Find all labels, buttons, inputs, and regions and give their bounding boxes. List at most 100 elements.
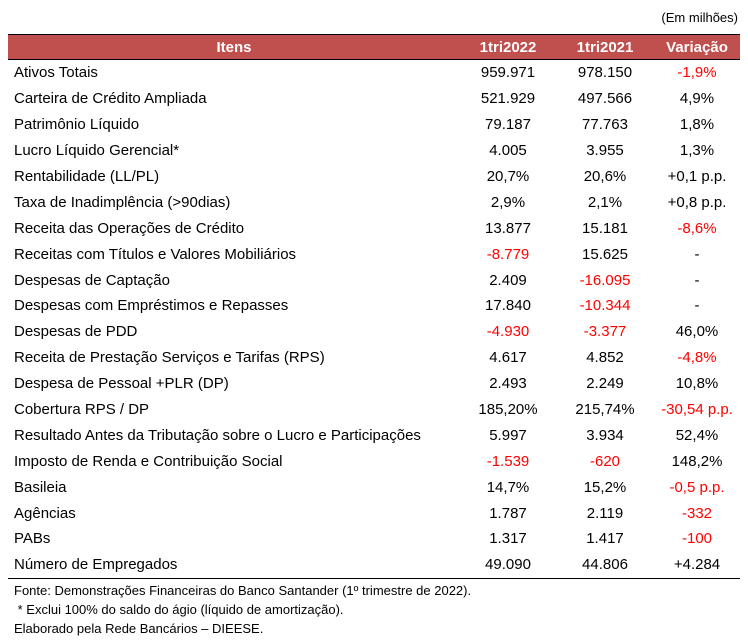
row-value-2022: 14,7% xyxy=(486,478,530,496)
row-variation: -8,6% xyxy=(677,219,717,237)
table-row: Despesas de PDD -4.930 -3.377 46,0% xyxy=(8,319,740,345)
row-item-label: Cobertura RPS / DP xyxy=(14,401,150,419)
row-value-2022: 20,7% xyxy=(486,168,530,185)
source-note: Fonte: Demonstrações Financeiras do Banc… xyxy=(14,583,472,598)
row-value-2022: 49.090 xyxy=(460,551,556,579)
asterisk-note: * Exclui 100% do saldo do ágio (líquido … xyxy=(14,602,344,617)
row-variation: -4,8% xyxy=(677,349,717,367)
row-value-2022: 4.005 xyxy=(489,142,527,160)
row-value-2021: 2.119 xyxy=(586,504,624,522)
row-value-2021: 2,1% xyxy=(587,193,623,211)
row-value-2022: 17.840 xyxy=(485,297,531,315)
row-value-2022: 959.971 xyxy=(480,64,536,82)
row-value-2021: 4.852 xyxy=(586,349,624,367)
row-item-label: Número de Empregados xyxy=(8,551,460,579)
row-item-label: Despesas de Captação xyxy=(14,271,170,289)
row-value-2022: 5.997 xyxy=(489,426,527,444)
row-value-2021: 497.566 xyxy=(577,90,633,108)
row-value-2021: 15,2% xyxy=(583,478,627,496)
row-item-label: Despesas com Empréstimos e Repasses xyxy=(14,297,289,315)
row-variation: 1,8% xyxy=(679,116,715,134)
row-value-2022: 4.617 xyxy=(489,349,527,367)
row-item-label: Receitas com Títulos e Valores Mobiliári… xyxy=(14,245,297,263)
row-value-2021: -620 xyxy=(589,452,621,470)
table-row: Despesas de Captação 2.409 -16.095 - xyxy=(8,267,740,293)
row-variation: +0,1 p.p. xyxy=(667,168,727,185)
row-value-2021: 15.625 xyxy=(582,245,628,263)
table-row: Receita de Prestação Serviços e Tarifas … xyxy=(8,345,740,371)
row-value-2022: 2,9% xyxy=(490,193,526,211)
row-value-2022: 521.929 xyxy=(480,90,536,108)
table-body: Ativos Totais 959.971 978.150 -1,9% Carteira… xyxy=(8,60,740,579)
table-row: Receitas com Títulos e Valores Mobiliári… xyxy=(8,241,740,267)
row-variation: -332 xyxy=(681,504,713,522)
row-variation: -100 xyxy=(681,530,713,548)
header-items: Itens xyxy=(8,34,460,60)
row-value-2021: 2.249 xyxy=(586,375,624,393)
table-row: Despesa de Pessoal +PLR (DP) 2.493 2.249 10… xyxy=(8,371,740,397)
row-value-2022: 79.187 xyxy=(485,116,531,134)
row-variation: -0,5 p.p. xyxy=(669,478,725,496)
row-value-2021: 215,74% xyxy=(575,401,635,419)
row-item-label: Lucro Líquido Gerencial* xyxy=(14,142,180,160)
row-value-2022: 2.493 xyxy=(489,375,527,393)
row-value-2021: 3.934 xyxy=(586,426,624,444)
table-row: Ativos Totais 959.971 978.150 -1,9% xyxy=(8,60,740,86)
header-variation: Variação xyxy=(654,34,740,60)
row-variation: - xyxy=(694,297,700,315)
row-variation: 52,4% xyxy=(675,426,719,444)
row-variation: 10,8% xyxy=(675,375,719,393)
row-item-label: Imposto de Renda e Contribuição Social xyxy=(14,452,283,470)
row-value-2022: 13.877 xyxy=(485,219,531,237)
table-row: Cobertura RPS / DP 185,20% 215,74% -30,54 p… xyxy=(8,397,740,423)
row-variation: 4,9% xyxy=(679,90,715,108)
row-value-2021: 77.763 xyxy=(582,116,628,134)
row-item-label: PABs xyxy=(14,530,51,548)
table-row: Resultado Antes da Tributação sobre o Lu… xyxy=(8,422,740,448)
header-row: Itens 1tri2022 1tri2021 Variação xyxy=(8,34,740,60)
row-value-2021: -16.095 xyxy=(579,271,631,289)
row-value-2021: -10.344 xyxy=(579,297,631,315)
table-row: Lucro Líquido Gerencial* 4.005 3.955 1,3% xyxy=(8,138,740,164)
table-row: Despesas com Empréstimos e Repasses 17.84… xyxy=(8,293,740,319)
row-item-label: Rentabilidade (LL/PL) xyxy=(14,168,160,185)
row-item-label: Despesa de Pessoal +PLR (DP) xyxy=(14,375,229,393)
row-variation: -30,54 p.p. xyxy=(661,401,733,419)
row-item-label: Carteira de Crédito Ampliada xyxy=(14,90,207,108)
row-variation: 148,2% xyxy=(671,452,723,470)
row-variation: 46,0% xyxy=(675,323,719,341)
table-row: PABs 1.317 1.417 -100 xyxy=(8,526,740,552)
credit-note: Elaborado pela Rede Bancários – DIEESE. xyxy=(14,621,264,636)
header-1tri2022: 1tri2022 xyxy=(460,34,556,60)
row-value-2022: -8.779 xyxy=(486,245,530,263)
row-value-2022: -1.539 xyxy=(486,452,530,470)
row-variation: -1,9% xyxy=(677,64,717,82)
row-item-label: Receita de Prestação Serviços e Tarifas … xyxy=(14,349,325,367)
row-item-label: Ativos Totais xyxy=(14,64,98,82)
row-variation: - xyxy=(694,271,700,289)
row-value-2021: 1.417 xyxy=(586,530,624,548)
row-value-2022: 185,20% xyxy=(478,401,538,419)
row-value-2021: 978.150 xyxy=(577,64,633,82)
table-row: Taxa de Inadimplência (>90dias) 2,9% 2,1% +… xyxy=(8,189,740,215)
row-value-2021: 3.955 xyxy=(586,142,624,160)
row-value-2021: -3.377 xyxy=(583,323,627,341)
row-value-2022: 1.787 xyxy=(489,504,527,522)
table-row: Rentabilidade (LL/PL) 20,7% 20,6% +0,1 p.p. xyxy=(8,164,740,190)
table-row: Imposto de Renda e Contribuição Social -1… xyxy=(8,448,740,474)
row-item-label: Basileia xyxy=(14,478,67,496)
table-row: Receita das Operações de Crédito 13.877 15… xyxy=(8,215,740,241)
table-row: Carteira de Crédito Ampliada 521.929 497.5… xyxy=(8,86,740,112)
row-item-label: Taxa de Inadimplência (>90dias) xyxy=(14,193,231,211)
row-item-label: Agências xyxy=(14,504,76,522)
row-variation: +0,8 p.p. xyxy=(667,193,727,211)
row-value-2022: -4.930 xyxy=(486,323,530,341)
row-item-label: Resultado Antes da Tributação sobre o Lu… xyxy=(14,426,421,444)
row-value-2022: 1.317 xyxy=(489,530,527,548)
table-row: Número de Empregados 49.090 44.806 +4.284 xyxy=(8,551,740,579)
table-row: Basileia 14,7% 15,2% -0,5 p.p. xyxy=(8,474,740,500)
table-row: Patrimônio Líquido 79.187 77.763 1,8% xyxy=(8,112,740,138)
row-value-2021: 20,6% xyxy=(583,168,627,185)
footnotes: Fonte: Demonstrações Financeiras do Banc… xyxy=(14,581,471,638)
row-value-2022: 2.409 xyxy=(489,271,527,289)
